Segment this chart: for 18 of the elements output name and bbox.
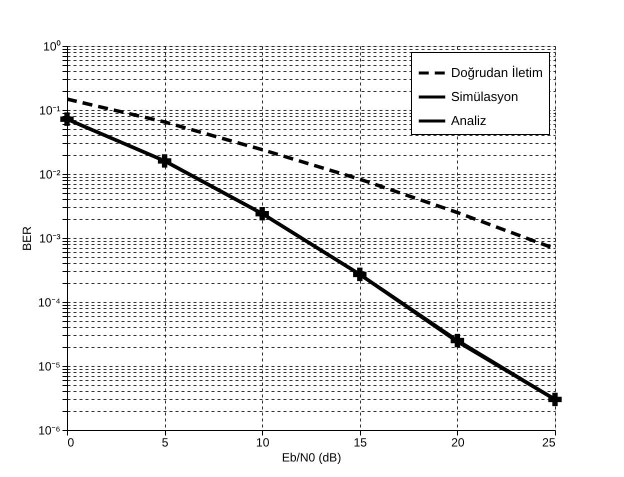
y-tick-label: 10⁻⁶ (38, 424, 61, 438)
x-tick-label: 25 (542, 436, 556, 450)
x-tick-label: 0 (68, 436, 74, 450)
y-tick-label: 10⁻² (39, 168, 61, 182)
y-tick-label: 10⁻³ (39, 232, 61, 246)
y-axis-title: BER (20, 226, 34, 251)
x-tick-label: 20 (451, 436, 465, 450)
x-tick-label: 15 (354, 436, 368, 450)
x-tick-label: 5 (162, 436, 169, 450)
legend-label: Analiz (451, 113, 486, 128)
legend-label: Doğrudan İletim (451, 65, 543, 80)
legend-label: Simülasyon (451, 89, 518, 104)
x-tick-label: 10 (256, 436, 270, 450)
y-tick-label: 10⁻⁵ (38, 360, 61, 374)
y-tick-label: 10⁻¹ (39, 104, 61, 118)
y-tick-label: 10⁻⁴ (38, 296, 60, 310)
x-axis-title: Eb/N0 (dB) (282, 450, 342, 464)
y-tick-label: 10⁰ (43, 40, 60, 54)
